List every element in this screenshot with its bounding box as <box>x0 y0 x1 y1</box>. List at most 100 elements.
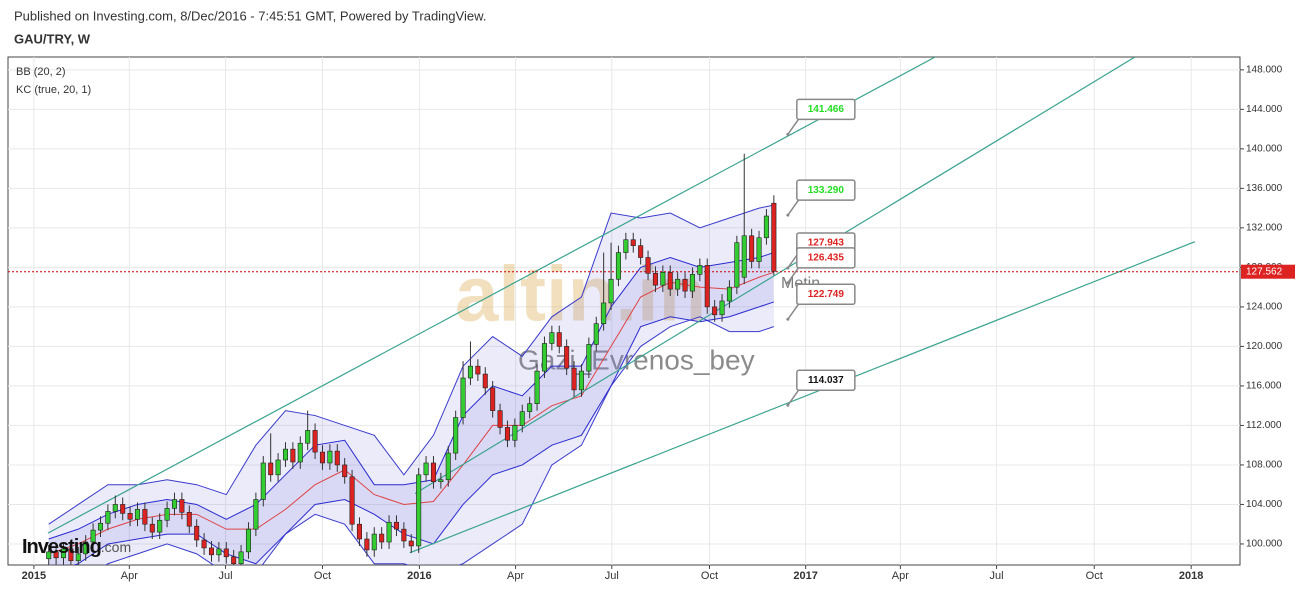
candle-body <box>682 278 688 292</box>
x-tick-label: 2017 <box>793 570 817 582</box>
x-tick-label: Jul <box>605 570 619 582</box>
candle-body <box>379 533 385 543</box>
callout-label: 141.466 <box>808 104 845 115</box>
candle-body <box>556 332 562 347</box>
callout-label: 126.435 <box>808 252 845 263</box>
candle-body <box>771 202 777 272</box>
candle-body <box>364 538 370 551</box>
candle-body <box>549 332 555 344</box>
legend-item: KC (true, 20, 1) <box>16 84 91 96</box>
candle-body <box>194 525 200 541</box>
candle-body <box>401 528 407 542</box>
bb-lower <box>105 316 774 565</box>
candle-body <box>386 521 392 543</box>
candle-body <box>97 522 104 531</box>
x-tick-label: Oct <box>701 570 718 582</box>
candle-body <box>475 365 481 375</box>
candle-body <box>645 257 651 274</box>
y-tick-label: 132.000 <box>1246 223 1283 234</box>
logo: Investing.com <box>22 536 131 558</box>
candle-body <box>704 265 710 308</box>
candle-body <box>75 553 81 562</box>
candle-body <box>134 509 141 520</box>
callout-anchor <box>786 132 790 136</box>
y-tick-label: 116.000 <box>1246 381 1282 392</box>
candle-body <box>238 551 244 565</box>
candle-body <box>305 430 311 444</box>
candle-body <box>201 539 207 549</box>
candle-body <box>319 451 325 464</box>
candle-body <box>179 499 185 513</box>
candle-body <box>408 540 414 547</box>
candle-body <box>712 306 718 316</box>
candle-body <box>504 427 510 441</box>
kc-fill <box>48 252 774 565</box>
candle-body <box>689 274 695 292</box>
callout-box <box>796 179 856 201</box>
callout-box <box>796 98 856 121</box>
candle-body <box>564 346 570 369</box>
candle-body <box>541 343 547 372</box>
candle-body <box>260 462 266 500</box>
candle-body <box>490 387 496 411</box>
candle-body <box>416 474 422 547</box>
candle-body <box>231 556 237 565</box>
candle-body <box>275 459 281 476</box>
candle-body <box>667 272 673 290</box>
x-tick-label: Apr <box>507 570 524 582</box>
x-tick-label: 2015 <box>22 570 46 582</box>
candle-body <box>630 239 636 246</box>
overlay: 2015 Apr Jul Oct 2016 Apr Jul Oct 2017 Apr Jul Oct 2… <box>22 64 1295 582</box>
callout-pointer <box>787 116 801 135</box>
candle-body <box>290 448 296 463</box>
callout-label: 114.037 <box>808 375 844 386</box>
callout-anchor <box>786 281 790 285</box>
watermark-logo: altin.in <box>455 250 706 338</box>
candle-body <box>282 448 288 461</box>
candle-body <box>615 252 621 280</box>
candle-body <box>467 365 473 379</box>
candle-body <box>763 215 769 239</box>
x-tick-label: Jul <box>219 570 233 582</box>
candle-body <box>268 462 274 476</box>
y-tick-label: 100.000 <box>1246 539 1283 550</box>
logo-suffix: .com <box>101 539 131 555</box>
legend-item: BB (20, 2) <box>16 66 66 78</box>
candle-body <box>334 450 340 466</box>
last-price-label: 127.562 <box>1246 266 1283 277</box>
candle-body <box>112 504 118 512</box>
candle-body <box>46 551 52 560</box>
candle-body <box>423 462 429 476</box>
callout-anchor <box>786 317 790 321</box>
callout-label: 122.749 <box>808 289 845 300</box>
candle-body <box>571 367 577 391</box>
candle-body <box>460 377 466 418</box>
candle-body <box>216 548 222 556</box>
candle-body <box>749 235 755 262</box>
y-tick-label: 144.000 <box>1246 104 1283 115</box>
candle-body <box>527 403 533 412</box>
trend-line <box>409 241 1196 554</box>
candle-body <box>312 430 318 453</box>
callout-box <box>796 369 856 392</box>
x-tick-label: Oct <box>314 570 331 582</box>
candle-body <box>60 548 67 559</box>
candle-body <box>371 533 377 551</box>
candle-body <box>53 551 59 559</box>
candle-body <box>660 272 666 286</box>
candle-body <box>734 242 740 288</box>
logo-main: Investing <box>22 536 101 558</box>
candle-body <box>430 462 436 483</box>
candle-body <box>68 548 74 562</box>
x-tick-label: 2018 <box>1179 570 1203 582</box>
grid <box>8 57 1240 565</box>
callout-pointer <box>787 387 801 406</box>
candle-body <box>453 417 459 454</box>
candle-body <box>697 265 703 275</box>
candle-body <box>149 523 155 533</box>
candle-body <box>601 302 607 324</box>
candle-body <box>638 245 644 258</box>
candle-body <box>223 548 229 558</box>
candle-body <box>726 286 732 302</box>
